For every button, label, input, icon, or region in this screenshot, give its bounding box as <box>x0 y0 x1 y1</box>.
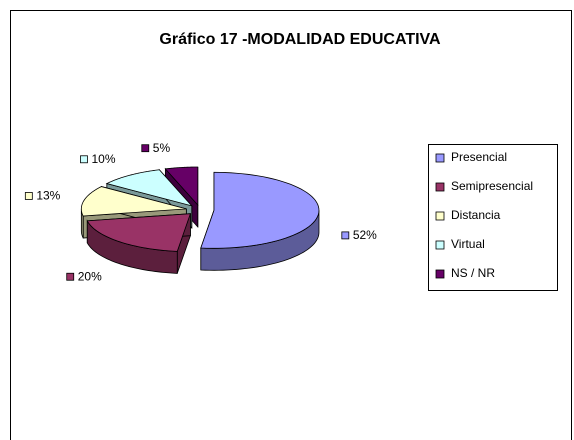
label-key <box>24 192 33 200</box>
legend-key <box>435 153 445 163</box>
data-label: 5% <box>153 141 171 155</box>
legend-box <box>428 144 558 291</box>
legend-label: NS / NR <box>451 266 495 280</box>
data-label: 13% <box>36 189 60 203</box>
chart-frame <box>10 10 572 440</box>
slice <box>86 213 191 252</box>
legend-label: Semipresencial <box>451 179 533 193</box>
data-label: 10% <box>91 152 115 166</box>
legend-key <box>435 182 445 192</box>
data-label: 52% <box>353 228 377 242</box>
label-key <box>141 144 150 153</box>
legend-label: Presencial <box>451 150 507 164</box>
label-key <box>66 272 75 281</box>
slice <box>164 166 199 207</box>
chart-title: Gráfico 17 -MODALIDAD EDUCATIVA <box>159 31 441 48</box>
legend-label: Virtual <box>451 237 485 251</box>
legend-key <box>435 211 445 221</box>
label-key <box>80 155 88 164</box>
slice <box>80 186 187 217</box>
label-key <box>341 231 350 240</box>
legend-key <box>435 240 445 250</box>
slice <box>200 171 320 249</box>
legend-label: Distancia <box>451 208 501 222</box>
legend-key <box>435 269 445 279</box>
slice <box>105 169 193 207</box>
data-label: 20% <box>78 269 102 283</box>
